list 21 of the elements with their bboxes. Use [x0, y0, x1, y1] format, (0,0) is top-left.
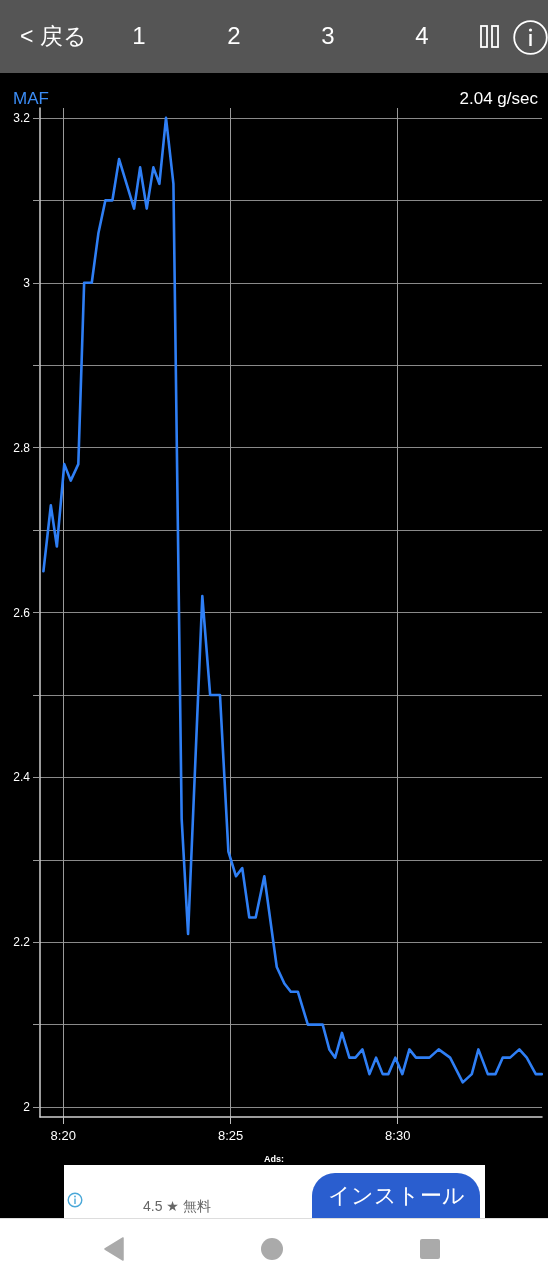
chart-subtitle: 2.04 g/sec — [459, 89, 539, 108]
text: 3 — [321, 22, 335, 50]
y-tick-label: 3 — [23, 275, 31, 290]
y-tick-label: 2.2 — [13, 935, 31, 950]
x-tick-label: 8:25 — [217, 1128, 244, 1143]
y-tick-label: 2.6 — [13, 605, 31, 620]
text: Ads: — [264, 1154, 284, 1165]
x-tick-label: 8:20 — [50, 1128, 76, 1143]
text: 1 — [132, 22, 146, 50]
y-tick-label: 2.4 — [13, 770, 31, 785]
y-tick-label: 2 — [23, 1100, 31, 1115]
chart-title: MAF — [13, 89, 49, 108]
ad-banner: 4.5 ★ 無料 インストール — [64, 1165, 485, 1218]
line-series — [42, 116, 544, 1084]
text: 2 — [227, 22, 241, 50]
install-button: インストール — [312, 1173, 480, 1218]
text: < 戻る — [20, 22, 87, 50]
x-tick-label: 8:30 — [385, 1128, 411, 1143]
y-tick-label: 2.8 — [13, 440, 31, 455]
text: 4 — [415, 22, 429, 50]
y-tick-label: 3.2 — [13, 110, 31, 125]
